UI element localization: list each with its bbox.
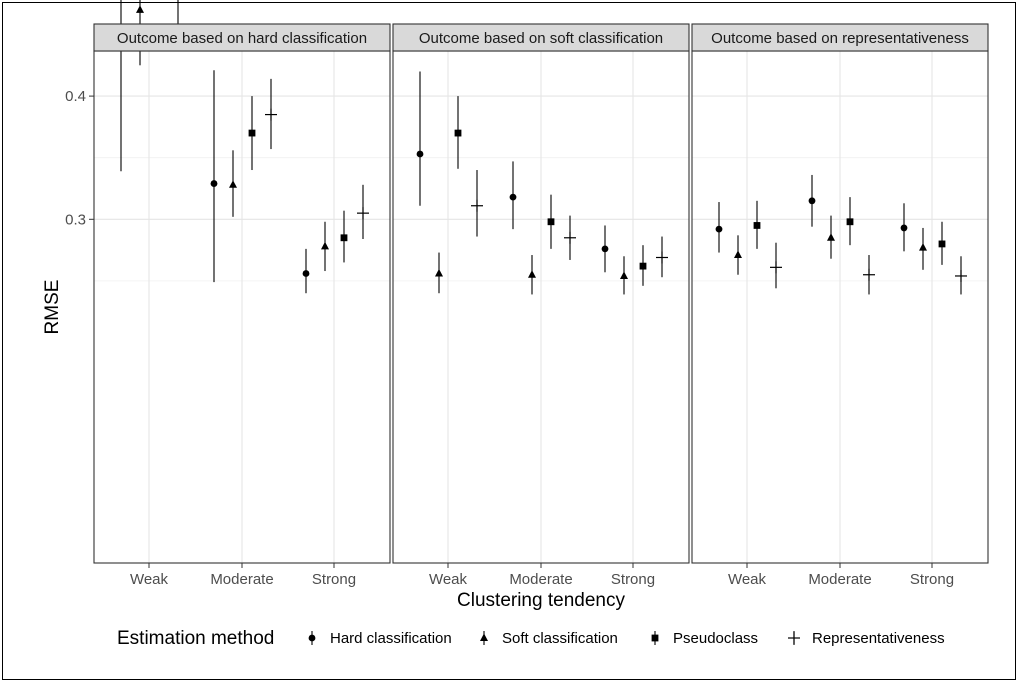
x-axis-title: Clustering tendency: [457, 590, 625, 611]
legend-item: Pseudoclass: [651, 630, 758, 647]
data-point: [321, 241, 329, 250]
x-tick-label: Moderate: [808, 571, 871, 588]
data-point: [770, 261, 782, 274]
facet-strip: [93, 23, 391, 52]
panel: Outcome based on representativeness Weak M…: [691, 23, 989, 588]
y-tick-label: 0.4: [65, 88, 86, 105]
legend-key-marker: [788, 632, 800, 644]
data-point: [639, 262, 647, 270]
data-point: [863, 268, 875, 281]
x-tick-label: Moderate: [509, 571, 572, 588]
x-tick-label: Weak: [728, 571, 767, 588]
legend-item: Hard classification: [308, 630, 452, 647]
data-point: [210, 180, 218, 187]
panel: Outcome based on soft classification Weak…: [392, 23, 690, 588]
legend-key-marker: [308, 634, 316, 642]
data-point: [827, 233, 835, 241]
y-tick-label: 0.3: [65, 211, 86, 228]
x-tick-label: Weak: [429, 571, 468, 588]
data-point: [919, 243, 927, 251]
data-point: [656, 251, 668, 264]
data-point: [229, 180, 237, 188]
data-point: [528, 270, 536, 278]
legend-title: Estimation method: [117, 628, 274, 649]
legend-label: Pseudoclass: [673, 630, 758, 647]
data-point: [471, 199, 483, 212]
data-point: [265, 108, 277, 121]
legend-key-marker: [480, 633, 488, 641]
data-point: [509, 193, 517, 201]
data-point: [340, 234, 348, 242]
data-point: [938, 240, 946, 248]
data-point: [435, 268, 443, 277]
x-tick-label: Strong: [312, 571, 356, 588]
legend: Estimation method Hard classification Sof…: [117, 628, 945, 649]
facet-strip: [691, 23, 989, 52]
data-point: [955, 269, 967, 282]
data-point: [900, 224, 908, 232]
facet-strip-label: Outcome based on representativeness: [711, 30, 969, 47]
x-tick-label: Weak: [130, 571, 169, 588]
data-point: [753, 222, 761, 229]
data-point: [454, 129, 462, 137]
data-point: [136, 5, 144, 13]
facet-strip: [392, 23, 690, 52]
legend-item: Representativeness: [788, 630, 945, 647]
data-point: [734, 250, 742, 259]
legend-item: Soft classification: [480, 630, 618, 647]
data-point: [808, 197, 816, 205]
data-point: [302, 270, 310, 277]
legend-label: Hard classification: [330, 630, 452, 647]
data-point: [564, 231, 576, 244]
legend-label: Soft classification: [502, 630, 618, 647]
data-point: [248, 129, 256, 137]
panel: Outcome based on hard classification Weak…: [93, 0, 391, 588]
data-point: [601, 245, 609, 253]
x-tick-label: Strong: [910, 571, 954, 588]
data-point: [715, 225, 723, 233]
data-point: [620, 271, 628, 279]
data-point: [547, 218, 555, 226]
data-point: [846, 218, 854, 226]
data-point: [416, 150, 424, 158]
legend-label: Representativeness: [812, 630, 945, 647]
facet-strip-label: Outcome based on soft classification: [419, 30, 663, 47]
legend-key-marker: [651, 634, 659, 642]
facet-strip-label: Outcome based on hard classification: [117, 30, 367, 47]
y-axis-title: RMSE: [42, 280, 63, 335]
data-point: [357, 207, 369, 220]
x-tick-label: Strong: [611, 571, 655, 588]
x-tick-label: Moderate: [210, 571, 273, 588]
